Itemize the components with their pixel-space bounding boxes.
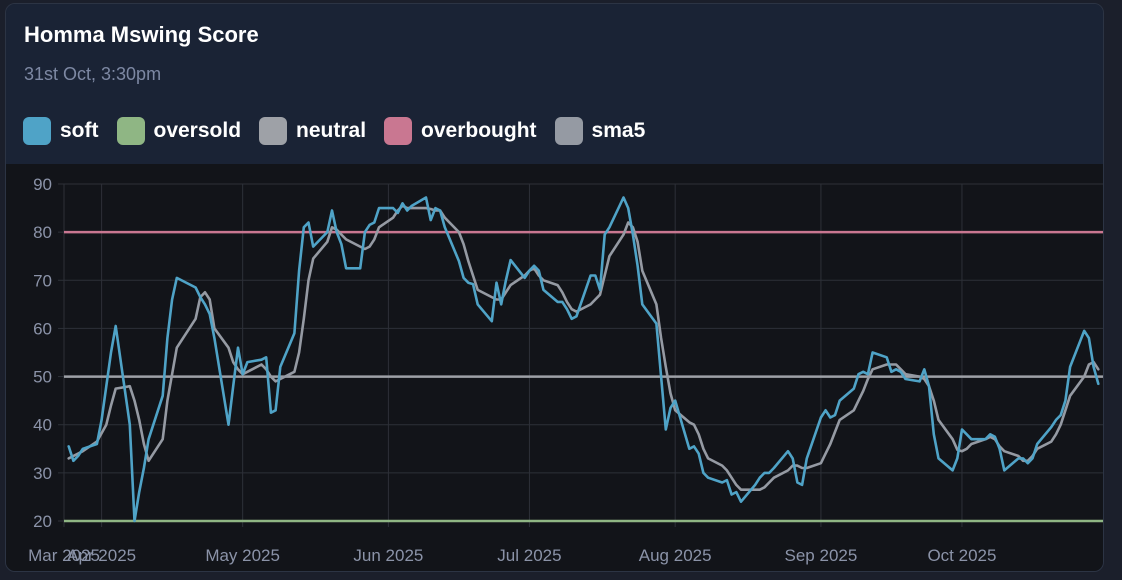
legend-swatch-sma5 [554, 117, 583, 145]
legend-swatch-neutral [259, 117, 288, 145]
y-tick-label: 20 [33, 512, 52, 531]
legend-label-neutral: neutral [296, 119, 367, 142]
legend-item-neutral[interactable]: neutral [259, 117, 366, 145]
x-tick-label: May 2025 [205, 546, 280, 565]
series-line-soft [67, 196, 1100, 523]
x-tick-label: Apr 2025 [67, 546, 136, 565]
series-line-sma5 [67, 204, 1100, 491]
legend-label-overbought: overbought [421, 119, 537, 142]
legend-label-sma5: sma5 [591, 119, 646, 142]
legend-swatch-soft [23, 117, 51, 145]
legend-label-soft: soft [60, 119, 99, 142]
x-tick-label: Mar 2025 [28, 546, 100, 565]
legend-item-overbought[interactable]: overbought [384, 117, 537, 145]
chart-timestamp: 31st Oct, 3:30pm [24, 64, 162, 84]
legend-item-soft[interactable]: soft [23, 117, 99, 145]
y-tick-label: 80 [33, 223, 52, 242]
x-tick-label: Aug 2025 [639, 546, 712, 565]
y-tick-label: 90 [33, 175, 52, 194]
x-tick-label: Oct 2025 [927, 546, 996, 565]
y-tick-label: 30 [33, 464, 52, 483]
legend-item-oversold[interactable]: oversold [116, 117, 242, 145]
y-tick-label: 70 [33, 271, 52, 290]
x-tick-label: Jul 2025 [497, 546, 561, 565]
chart-legend: soft oversold neutral overbought sma5 [23, 117, 645, 145]
chart-title: Homma Mswing Score [24, 22, 259, 47]
y-tick-label: 40 [33, 416, 52, 435]
x-tick-label: Jun 2025 [353, 546, 423, 565]
legend-item-sma5[interactable]: sma5 [554, 117, 646, 145]
legend-label-oversold: oversold [153, 119, 242, 142]
y-tick-label: 60 [33, 319, 52, 338]
chart-header: Homma Mswing Score 31st Oct, 3:30pm soft… [6, 4, 1103, 164]
x-tick-label: Sep 2025 [785, 546, 858, 565]
legend-swatch-oversold [116, 117, 145, 145]
legend-swatch-overbought [384, 117, 413, 145]
y-tick-label: 50 [33, 368, 52, 387]
chart-card: Homma Mswing Score 31st Oct, 3:30pm soft… [5, 3, 1104, 572]
plot-area[interactable]: 20 30 40 50 60 70 80 90 Mar 2025 Apr 2025 May 2025… [6, 164, 1103, 572]
